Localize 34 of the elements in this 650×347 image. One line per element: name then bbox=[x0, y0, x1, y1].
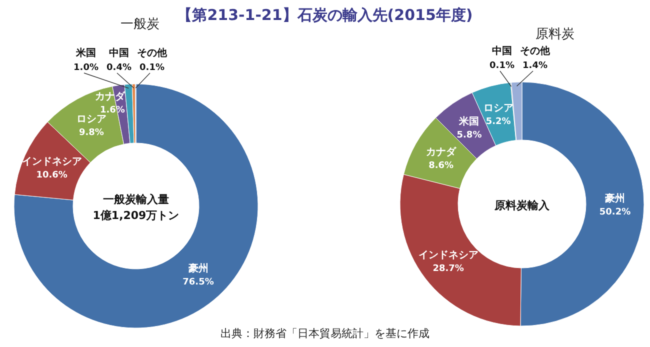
chart-subtitle: 原料炭 bbox=[536, 27, 574, 42]
slice-label: ロシア bbox=[483, 103, 514, 114]
text: 一般炭輸入量 bbox=[103, 193, 169, 206]
text: 原料炭輸入 bbox=[494, 199, 550, 212]
slice-label: ロシア bbox=[76, 114, 106, 125]
slice-label: 豪州 bbox=[604, 192, 625, 205]
data-label: 5.8% bbox=[456, 130, 482, 140]
data-label: 8.6% bbox=[428, 161, 454, 172]
slice-label: カナダ bbox=[94, 90, 126, 103]
data-label: 5.2% bbox=[486, 117, 511, 128]
slice-label: インドネシア bbox=[418, 250, 478, 261]
slice-label: 中国 bbox=[492, 45, 512, 57]
slice-label: その他 bbox=[137, 47, 168, 59]
data-label: 9.8% bbox=[78, 128, 104, 138]
slice-label: 米国 bbox=[458, 115, 480, 128]
slice-label: 豪州 bbox=[187, 262, 208, 274]
slice-label: 米国 bbox=[75, 47, 96, 59]
slice-label: インドネシア bbox=[22, 156, 82, 168]
slice-label: カナダ bbox=[426, 146, 458, 158]
data-label: 1.0% bbox=[74, 63, 98, 73]
slice-label: 中国 bbox=[109, 47, 129, 59]
data-label: 0.4% bbox=[106, 63, 132, 73]
data-label: 50.2% bbox=[599, 208, 631, 218]
chart-subtitle: 一般炭 bbox=[120, 17, 160, 32]
slice-label: その他 bbox=[520, 45, 551, 57]
data-label: 1.4% bbox=[522, 61, 548, 71]
source-note: 出典：財務省「日本貿易統計」を基に作成 bbox=[220, 327, 430, 340]
data-label: 0.1% bbox=[490, 61, 514, 71]
text: 【第213-1-21】石炭の輸入先(2015年度) bbox=[177, 6, 473, 24]
data-label: 10.6% bbox=[36, 170, 68, 181]
text: 1億1,209万トン bbox=[92, 209, 180, 222]
data-label: 76.5% bbox=[182, 277, 214, 288]
data-label: 0.1% bbox=[140, 63, 164, 73]
data-label: 28.7% bbox=[432, 264, 464, 274]
